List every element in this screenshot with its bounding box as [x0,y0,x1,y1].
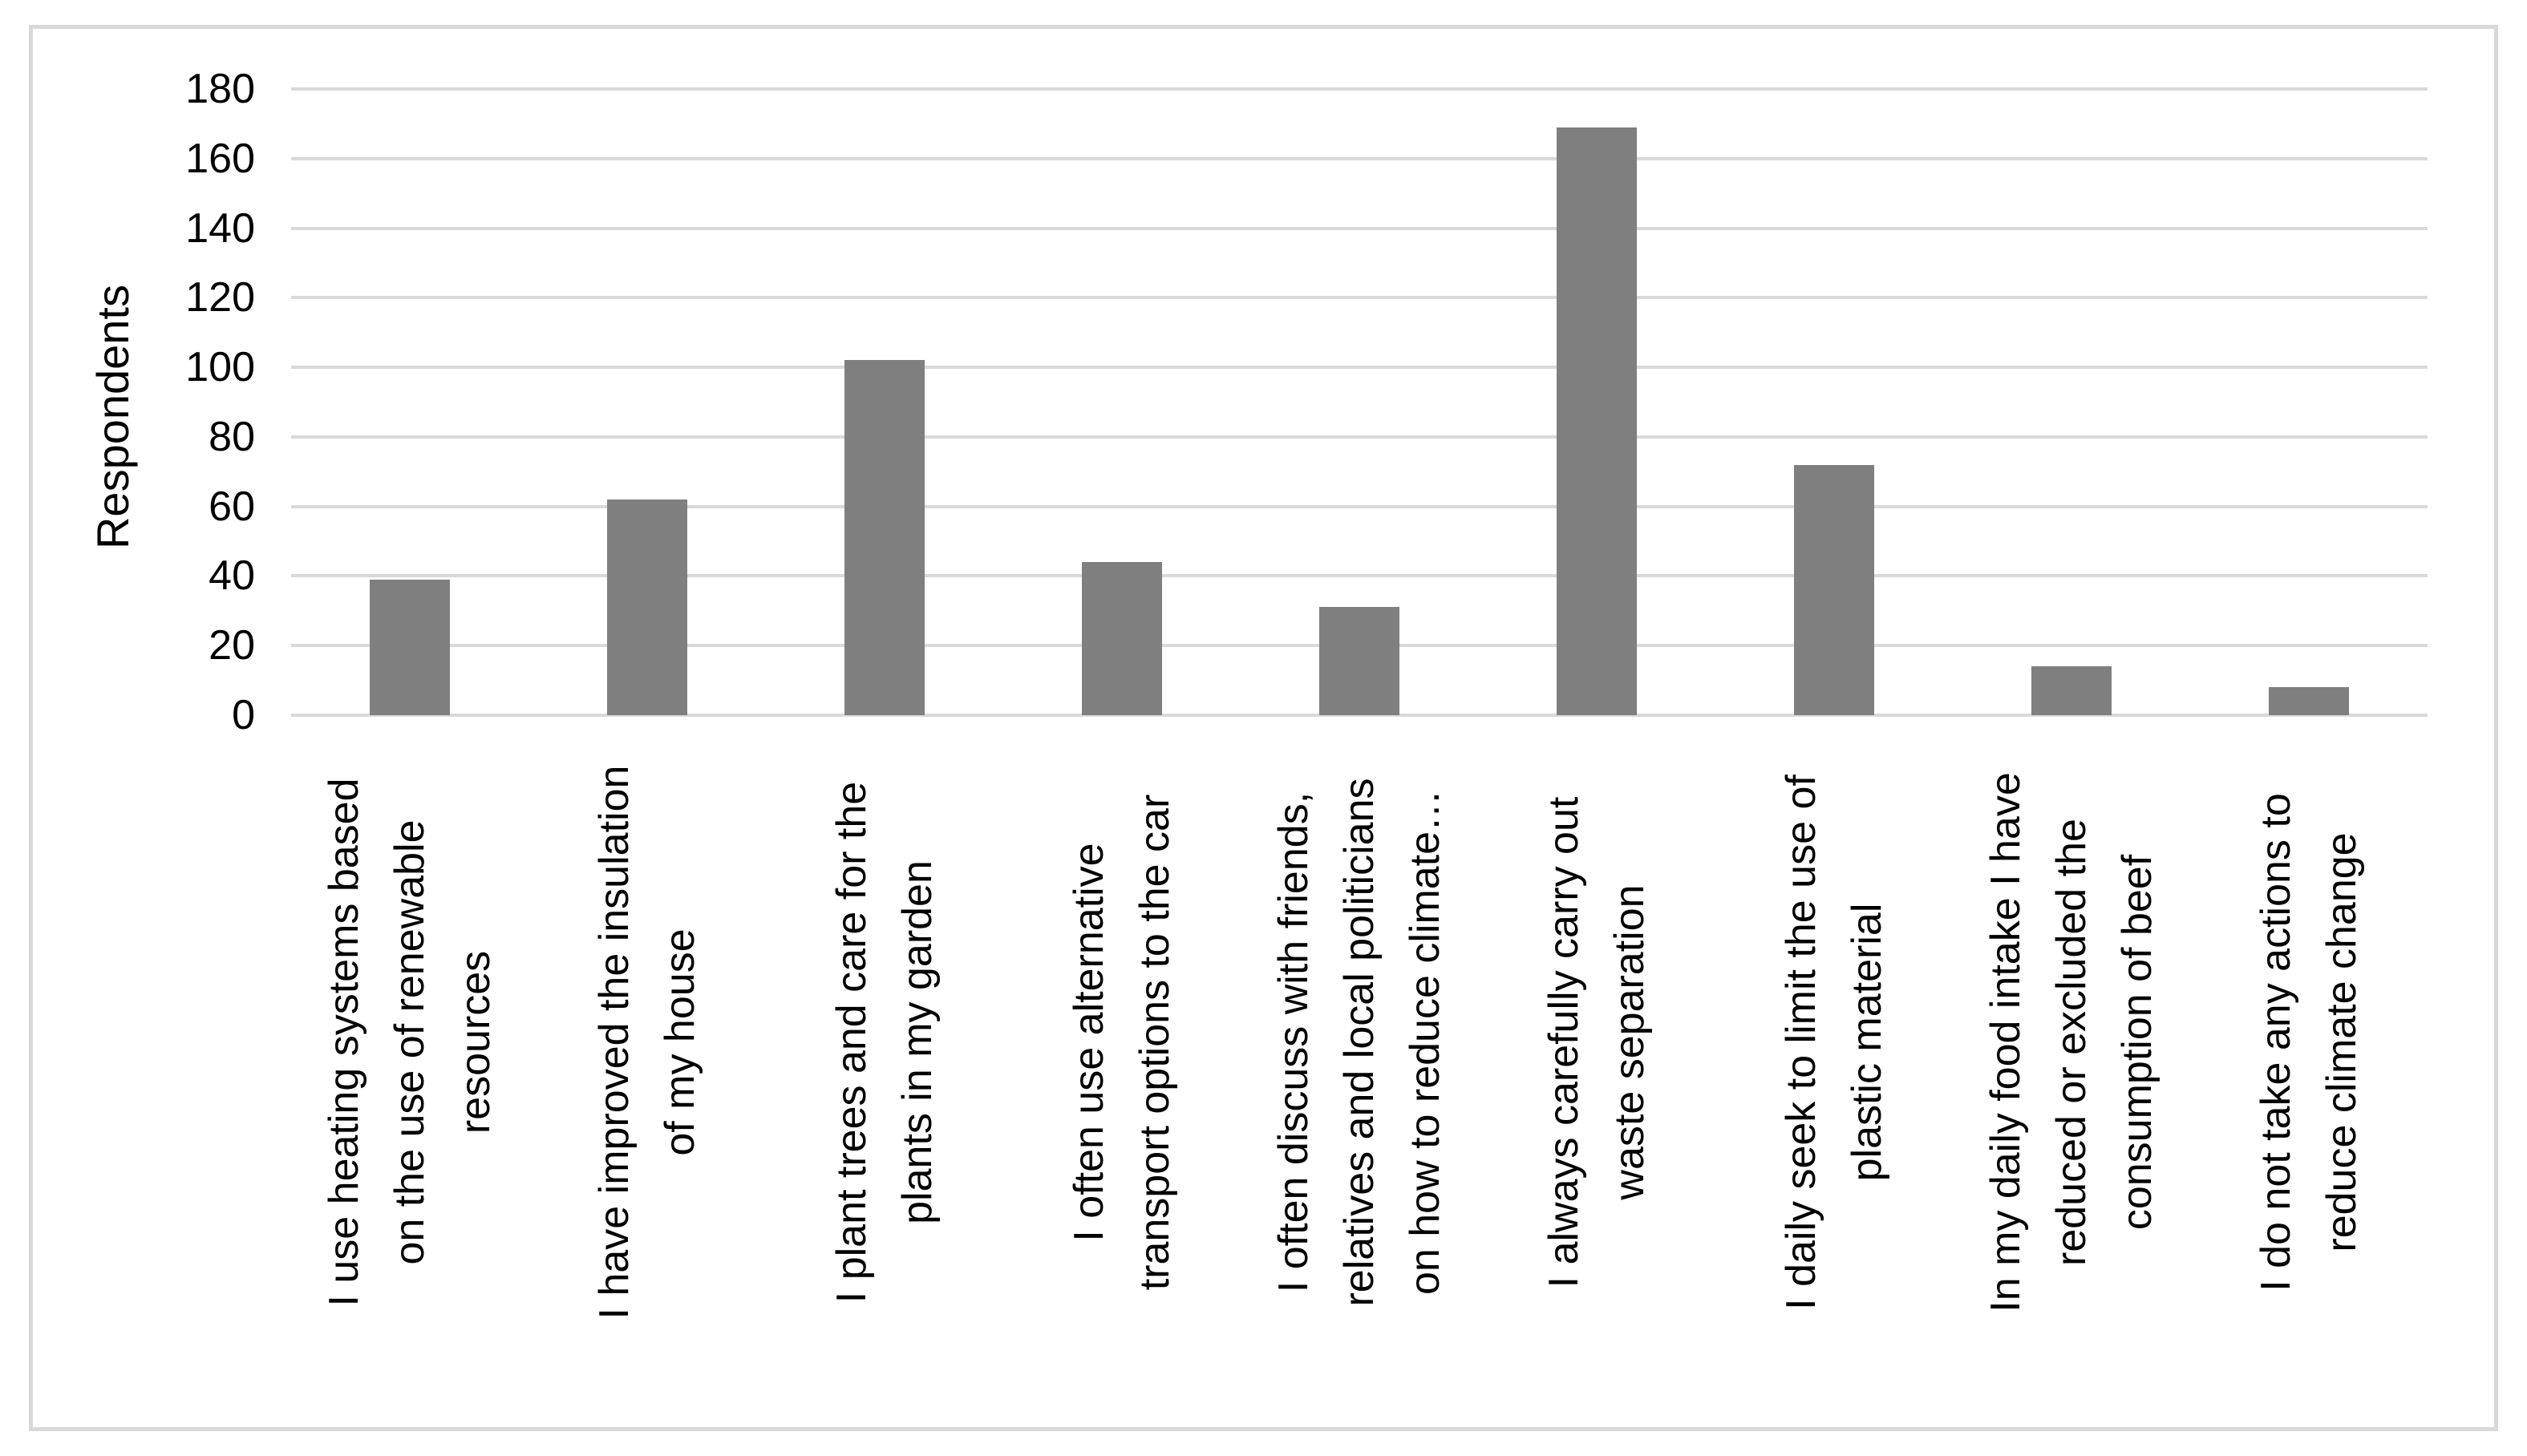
y-tick-label-80: 80 [209,413,255,460]
x-category-label-text-2: I have improved the insulation of my hou… [591,765,703,1320]
gridline-120 [291,296,2428,300]
y-tick-label-100: 100 [185,344,255,391]
x-category-label-text-9: I do not take any actions to reduce clim… [2253,793,2365,1292]
plot-area [291,87,2428,717]
bar-7 [1794,465,1874,715]
bar-6 [1557,127,1637,715]
gridline-80 [291,435,2428,439]
gridline-180 [291,87,2428,91]
gridline-60 [291,504,2428,508]
bar-5 [1319,607,1399,715]
bar-4 [1082,562,1162,715]
x-category-label-text-6: I always carefully carry out waste separ… [1541,796,1653,1288]
x-category-label-text-5: I often discuss with friends, relatives … [1270,778,1448,1307]
y-tick-label-60: 60 [209,483,255,530]
y-tick-label-180: 180 [185,66,255,112]
bar-3 [844,360,925,715]
bar-1 [370,580,450,715]
bar-9 [2269,687,2349,715]
x-category-label-text-7: I daily seek to limit the use of plastic… [1778,775,1890,1310]
gridline-0 [291,714,2428,717]
y-tick-label-160: 160 [185,135,255,182]
bar-2 [607,499,687,715]
gridline-140 [291,226,2428,230]
y-tick-label-140: 140 [185,204,255,252]
x-category-label-text-4: I often use alternative transport option… [1066,794,1178,1291]
y-tick-label-120: 120 [185,274,255,322]
x-category-label-9: I do not take any actions to reduce clim… [2243,714,2527,1292]
y-tick-label-40: 40 [209,552,255,600]
y-tick-label-0: 0 [232,692,255,738]
x-category-label-text-1: I use heating systems based on the use o… [321,778,499,1307]
gridline-40 [291,574,2428,578]
gridline-160 [291,156,2428,160]
y-tick-label-20: 20 [209,622,255,669]
gridline-100 [291,366,2428,370]
bar-8 [2031,666,2112,715]
x-category-label-text-8: In my daily food intake I have reduced o… [1982,772,2161,1312]
figure-border [29,25,2498,1431]
x-category-label-text-3: I plant trees and care for the plants in… [828,781,941,1304]
